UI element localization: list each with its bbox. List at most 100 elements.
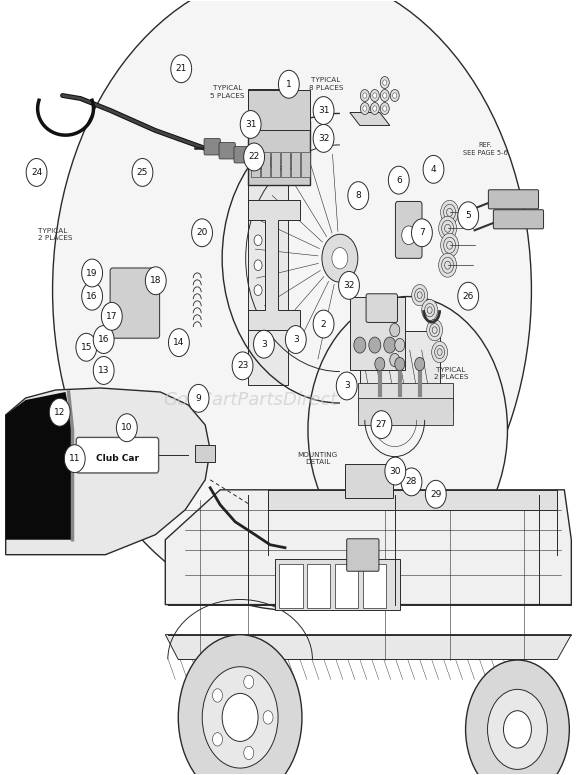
FancyBboxPatch shape	[345, 464, 393, 498]
Circle shape	[244, 746, 253, 760]
Circle shape	[415, 357, 425, 370]
FancyBboxPatch shape	[76, 437, 159, 473]
Text: 31: 31	[318, 106, 329, 115]
FancyBboxPatch shape	[280, 564, 303, 608]
Circle shape	[444, 205, 456, 220]
Circle shape	[441, 257, 454, 274]
Circle shape	[447, 208, 452, 216]
Circle shape	[427, 307, 432, 313]
Text: REF.
SEE PAGE 5-6: REF. SEE PAGE 5-6	[463, 143, 508, 156]
Text: TYPICAL
5 PLACES: TYPICAL 5 PLACES	[211, 85, 245, 98]
Circle shape	[26, 159, 47, 186]
Circle shape	[390, 353, 400, 367]
Circle shape	[425, 304, 434, 317]
Circle shape	[371, 411, 392, 439]
Text: 8: 8	[356, 191, 361, 200]
Circle shape	[360, 90, 369, 102]
Text: 31: 31	[245, 120, 256, 129]
FancyBboxPatch shape	[248, 122, 310, 185]
Text: 10: 10	[121, 423, 133, 432]
Polygon shape	[195, 445, 215, 462]
Circle shape	[93, 356, 114, 384]
Text: 32: 32	[343, 281, 355, 290]
Circle shape	[254, 260, 262, 270]
Circle shape	[383, 106, 387, 111]
Text: 11: 11	[69, 454, 81, 463]
Circle shape	[432, 327, 437, 333]
FancyBboxPatch shape	[261, 153, 270, 177]
Circle shape	[395, 339, 405, 352]
Circle shape	[432, 342, 448, 363]
Circle shape	[488, 690, 548, 770]
Circle shape	[380, 90, 389, 102]
FancyBboxPatch shape	[301, 153, 310, 177]
Text: TYPICAL
2 PLACES: TYPICAL 2 PLACES	[434, 367, 468, 381]
FancyBboxPatch shape	[110, 268, 160, 338]
FancyBboxPatch shape	[275, 559, 400, 610]
Text: 24: 24	[31, 168, 42, 177]
Circle shape	[444, 237, 456, 253]
Circle shape	[270, 156, 280, 169]
Polygon shape	[248, 88, 288, 385]
Circle shape	[339, 271, 360, 299]
Circle shape	[390, 323, 400, 337]
Circle shape	[285, 156, 295, 169]
Circle shape	[363, 93, 367, 98]
FancyBboxPatch shape	[219, 143, 235, 159]
Circle shape	[254, 285, 262, 295]
Circle shape	[322, 234, 358, 282]
Circle shape	[441, 200, 459, 224]
FancyBboxPatch shape	[494, 210, 543, 229]
FancyBboxPatch shape	[358, 398, 452, 425]
Text: 1: 1	[286, 80, 292, 89]
Circle shape	[244, 143, 264, 171]
Text: 16: 16	[98, 335, 110, 344]
Circle shape	[395, 357, 405, 370]
Circle shape	[146, 267, 166, 294]
Circle shape	[401, 468, 422, 496]
Text: 28: 28	[406, 477, 417, 487]
Circle shape	[82, 282, 103, 310]
Text: Club Car: Club Car	[96, 454, 139, 463]
Circle shape	[390, 90, 399, 102]
Text: 5: 5	[465, 212, 471, 220]
Circle shape	[373, 93, 377, 98]
Circle shape	[384, 337, 396, 353]
Text: 3: 3	[293, 335, 299, 344]
Circle shape	[313, 125, 334, 153]
Circle shape	[348, 181, 369, 209]
Text: 13: 13	[98, 366, 110, 375]
Text: 20: 20	[197, 229, 208, 237]
Polygon shape	[248, 200, 300, 330]
Text: 14: 14	[173, 338, 184, 347]
Text: 21: 21	[176, 64, 187, 74]
Circle shape	[313, 97, 334, 125]
Text: 32: 32	[318, 134, 329, 143]
FancyBboxPatch shape	[347, 539, 379, 571]
Circle shape	[370, 90, 379, 102]
FancyBboxPatch shape	[396, 202, 422, 258]
FancyBboxPatch shape	[358, 384, 452, 410]
Text: 2: 2	[321, 319, 327, 329]
Circle shape	[169, 329, 189, 356]
Text: 9: 9	[195, 394, 201, 403]
Circle shape	[232, 352, 253, 380]
Circle shape	[49, 398, 70, 426]
Circle shape	[336, 372, 357, 400]
Circle shape	[278, 71, 299, 98]
Circle shape	[422, 299, 438, 321]
Text: 19: 19	[86, 268, 98, 277]
Polygon shape	[165, 490, 571, 604]
Text: GolfCartPartsDirect: GolfCartPartsDirect	[163, 391, 337, 409]
Text: 12: 12	[54, 408, 66, 417]
Circle shape	[437, 349, 442, 356]
Polygon shape	[268, 490, 557, 510]
Circle shape	[412, 284, 427, 306]
Text: 15: 15	[81, 343, 92, 352]
Circle shape	[389, 167, 409, 194]
Circle shape	[385, 457, 406, 485]
Circle shape	[76, 333, 97, 361]
Circle shape	[363, 106, 367, 111]
Circle shape	[64, 445, 85, 473]
Circle shape	[434, 346, 445, 359]
